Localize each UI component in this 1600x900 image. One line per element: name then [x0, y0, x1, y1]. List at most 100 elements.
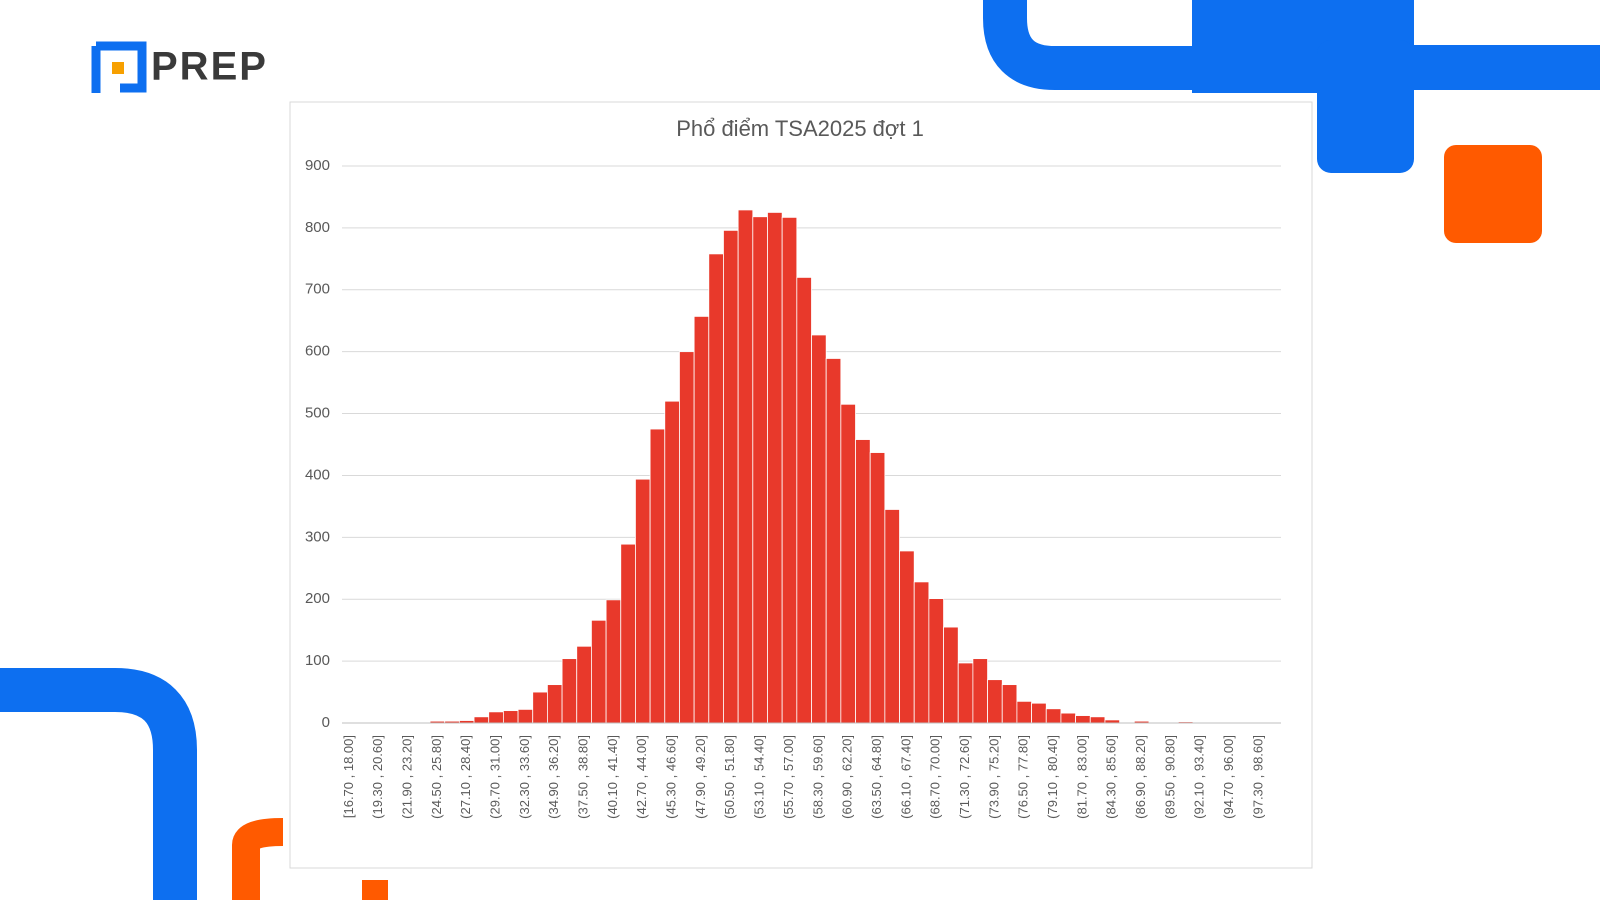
bar — [987, 679, 1003, 724]
x-tick-label: (68.70 , 70.00] — [928, 735, 943, 819]
y-tick-label: 900 — [305, 157, 330, 174]
x-tick-label: (92.10 , 93.40] — [1192, 735, 1207, 819]
bar — [1089, 716, 1106, 724]
bar — [957, 662, 974, 724]
x-tick-label: (71.30 , 72.60] — [957, 735, 972, 819]
x-tick-label: (73.90 , 75.20] — [986, 735, 1001, 819]
x-tick-label: (47.90 , 49.20] — [693, 735, 708, 819]
bar — [649, 428, 666, 724]
y-tick-label: 400 — [305, 466, 330, 483]
bar — [561, 658, 578, 724]
x-tick-label: (97.30 , 98.60] — [1250, 735, 1265, 819]
bar — [943, 626, 959, 724]
x-tick-label: (29.70 , 31.00] — [487, 735, 502, 819]
bar — [869, 452, 886, 724]
x-tick-label: (81.70 , 83.00] — [1074, 735, 1089, 819]
x-tick-label: (45.30 , 46.60] — [664, 735, 679, 819]
decor — [1317, 40, 1414, 173]
x-tick-label: (37.50 , 38.80] — [576, 735, 591, 819]
decor — [1400, 45, 1600, 90]
bar — [796, 276, 812, 724]
bar — [1060, 712, 1076, 724]
x-tick-label: (58.30 , 59.60] — [810, 735, 825, 819]
x-tick-label: (21.90 , 23.20] — [399, 735, 414, 819]
x-tick-label: (94.70 , 96.00] — [1221, 735, 1236, 819]
bar — [737, 209, 754, 724]
bar — [752, 216, 768, 724]
bar — [605, 599, 622, 724]
x-tick-label: (32.30 , 33.60] — [517, 735, 532, 819]
chart-title: Phổ điểm TSA2025 đợt 1 — [676, 116, 924, 141]
x-tick-label: (66.10 , 67.40] — [898, 735, 913, 819]
x-tick-label: (40.10 , 41.40] — [605, 735, 620, 819]
bar — [664, 400, 680, 724]
decor — [1444, 145, 1542, 243]
bar — [1075, 715, 1091, 724]
y-tick-label: 500 — [305, 405, 330, 422]
bar — [547, 684, 563, 724]
x-tick-label: (60.90 , 62.20] — [840, 735, 855, 819]
x-tick-label: (19.30 , 20.60] — [370, 735, 385, 819]
y-tick-label: 300 — [305, 528, 330, 545]
bar — [972, 658, 988, 724]
bar — [899, 550, 915, 724]
bar — [473, 716, 490, 724]
bar — [723, 229, 739, 724]
bar — [1001, 684, 1018, 724]
x-tick-label: (34.90 , 36.20] — [546, 735, 561, 819]
bar — [1031, 702, 1047, 724]
x-tick-label: (50.50 , 51.80] — [722, 735, 737, 819]
bar — [1016, 700, 1032, 724]
bar — [1045, 708, 1062, 724]
bar — [517, 708, 534, 724]
x-tick-label: (24.50 , 25.80] — [429, 735, 444, 819]
x-tick-label: (53.10 , 54.40] — [752, 735, 767, 819]
y-tick-label: 100 — [305, 652, 330, 669]
x-tick-label: (84.30 , 85.60] — [1104, 735, 1119, 819]
logo-text: PREP — [151, 45, 268, 89]
bar — [502, 710, 519, 724]
logo-icon — [112, 62, 124, 74]
y-tick-label: 700 — [305, 281, 330, 298]
bar — [767, 212, 783, 724]
bar — [913, 581, 930, 724]
bar — [679, 351, 695, 724]
y-tick-label: 600 — [305, 343, 330, 360]
plot-area: 0 100 200 300 400 500 600 700 800 900 [16.70 , 18.… — [305, 157, 1281, 819]
logo-icon — [91, 41, 147, 93]
decor — [983, 0, 1200, 90]
bar — [576, 645, 592, 724]
bar — [620, 543, 636, 724]
y-tick-label: 200 — [305, 590, 330, 607]
x-tick-label: (76.50 , 77.80] — [1016, 735, 1031, 819]
decor — [362, 880, 388, 900]
bar — [840, 403, 856, 724]
x-tick-label: (42.70 , 44.00] — [634, 735, 649, 819]
x-tick-label: (27.10 , 28.40] — [458, 735, 473, 819]
x-tick-label: (63.50 , 64.80] — [869, 735, 884, 819]
decor — [0, 668, 197, 900]
bar — [532, 691, 548, 724]
y-tick-label: 800 — [305, 219, 330, 236]
decor — [232, 818, 284, 900]
x-tick-label: [16.70 , 18.00] — [341, 735, 356, 818]
bar — [928, 598, 944, 724]
y-tick-label: 0 — [322, 714, 330, 731]
x-tick-label: (89.50 , 90.80] — [1162, 735, 1177, 819]
bar — [884, 509, 900, 724]
bar — [708, 253, 724, 724]
bar — [693, 315, 710, 724]
x-tick-label: (55.70 , 57.00] — [781, 735, 796, 819]
bar — [781, 216, 798, 724]
bar — [591, 619, 607, 724]
logo: PREP — [91, 41, 268, 93]
bar — [635, 478, 651, 724]
bar — [855, 439, 871, 724]
bar — [488, 711, 504, 724]
bar — [811, 334, 827, 724]
x-tick-label: (86.90 , 88.20] — [1133, 735, 1148, 819]
x-tick-label: (79.10 , 80.40] — [1045, 735, 1060, 819]
bar — [825, 358, 842, 724]
